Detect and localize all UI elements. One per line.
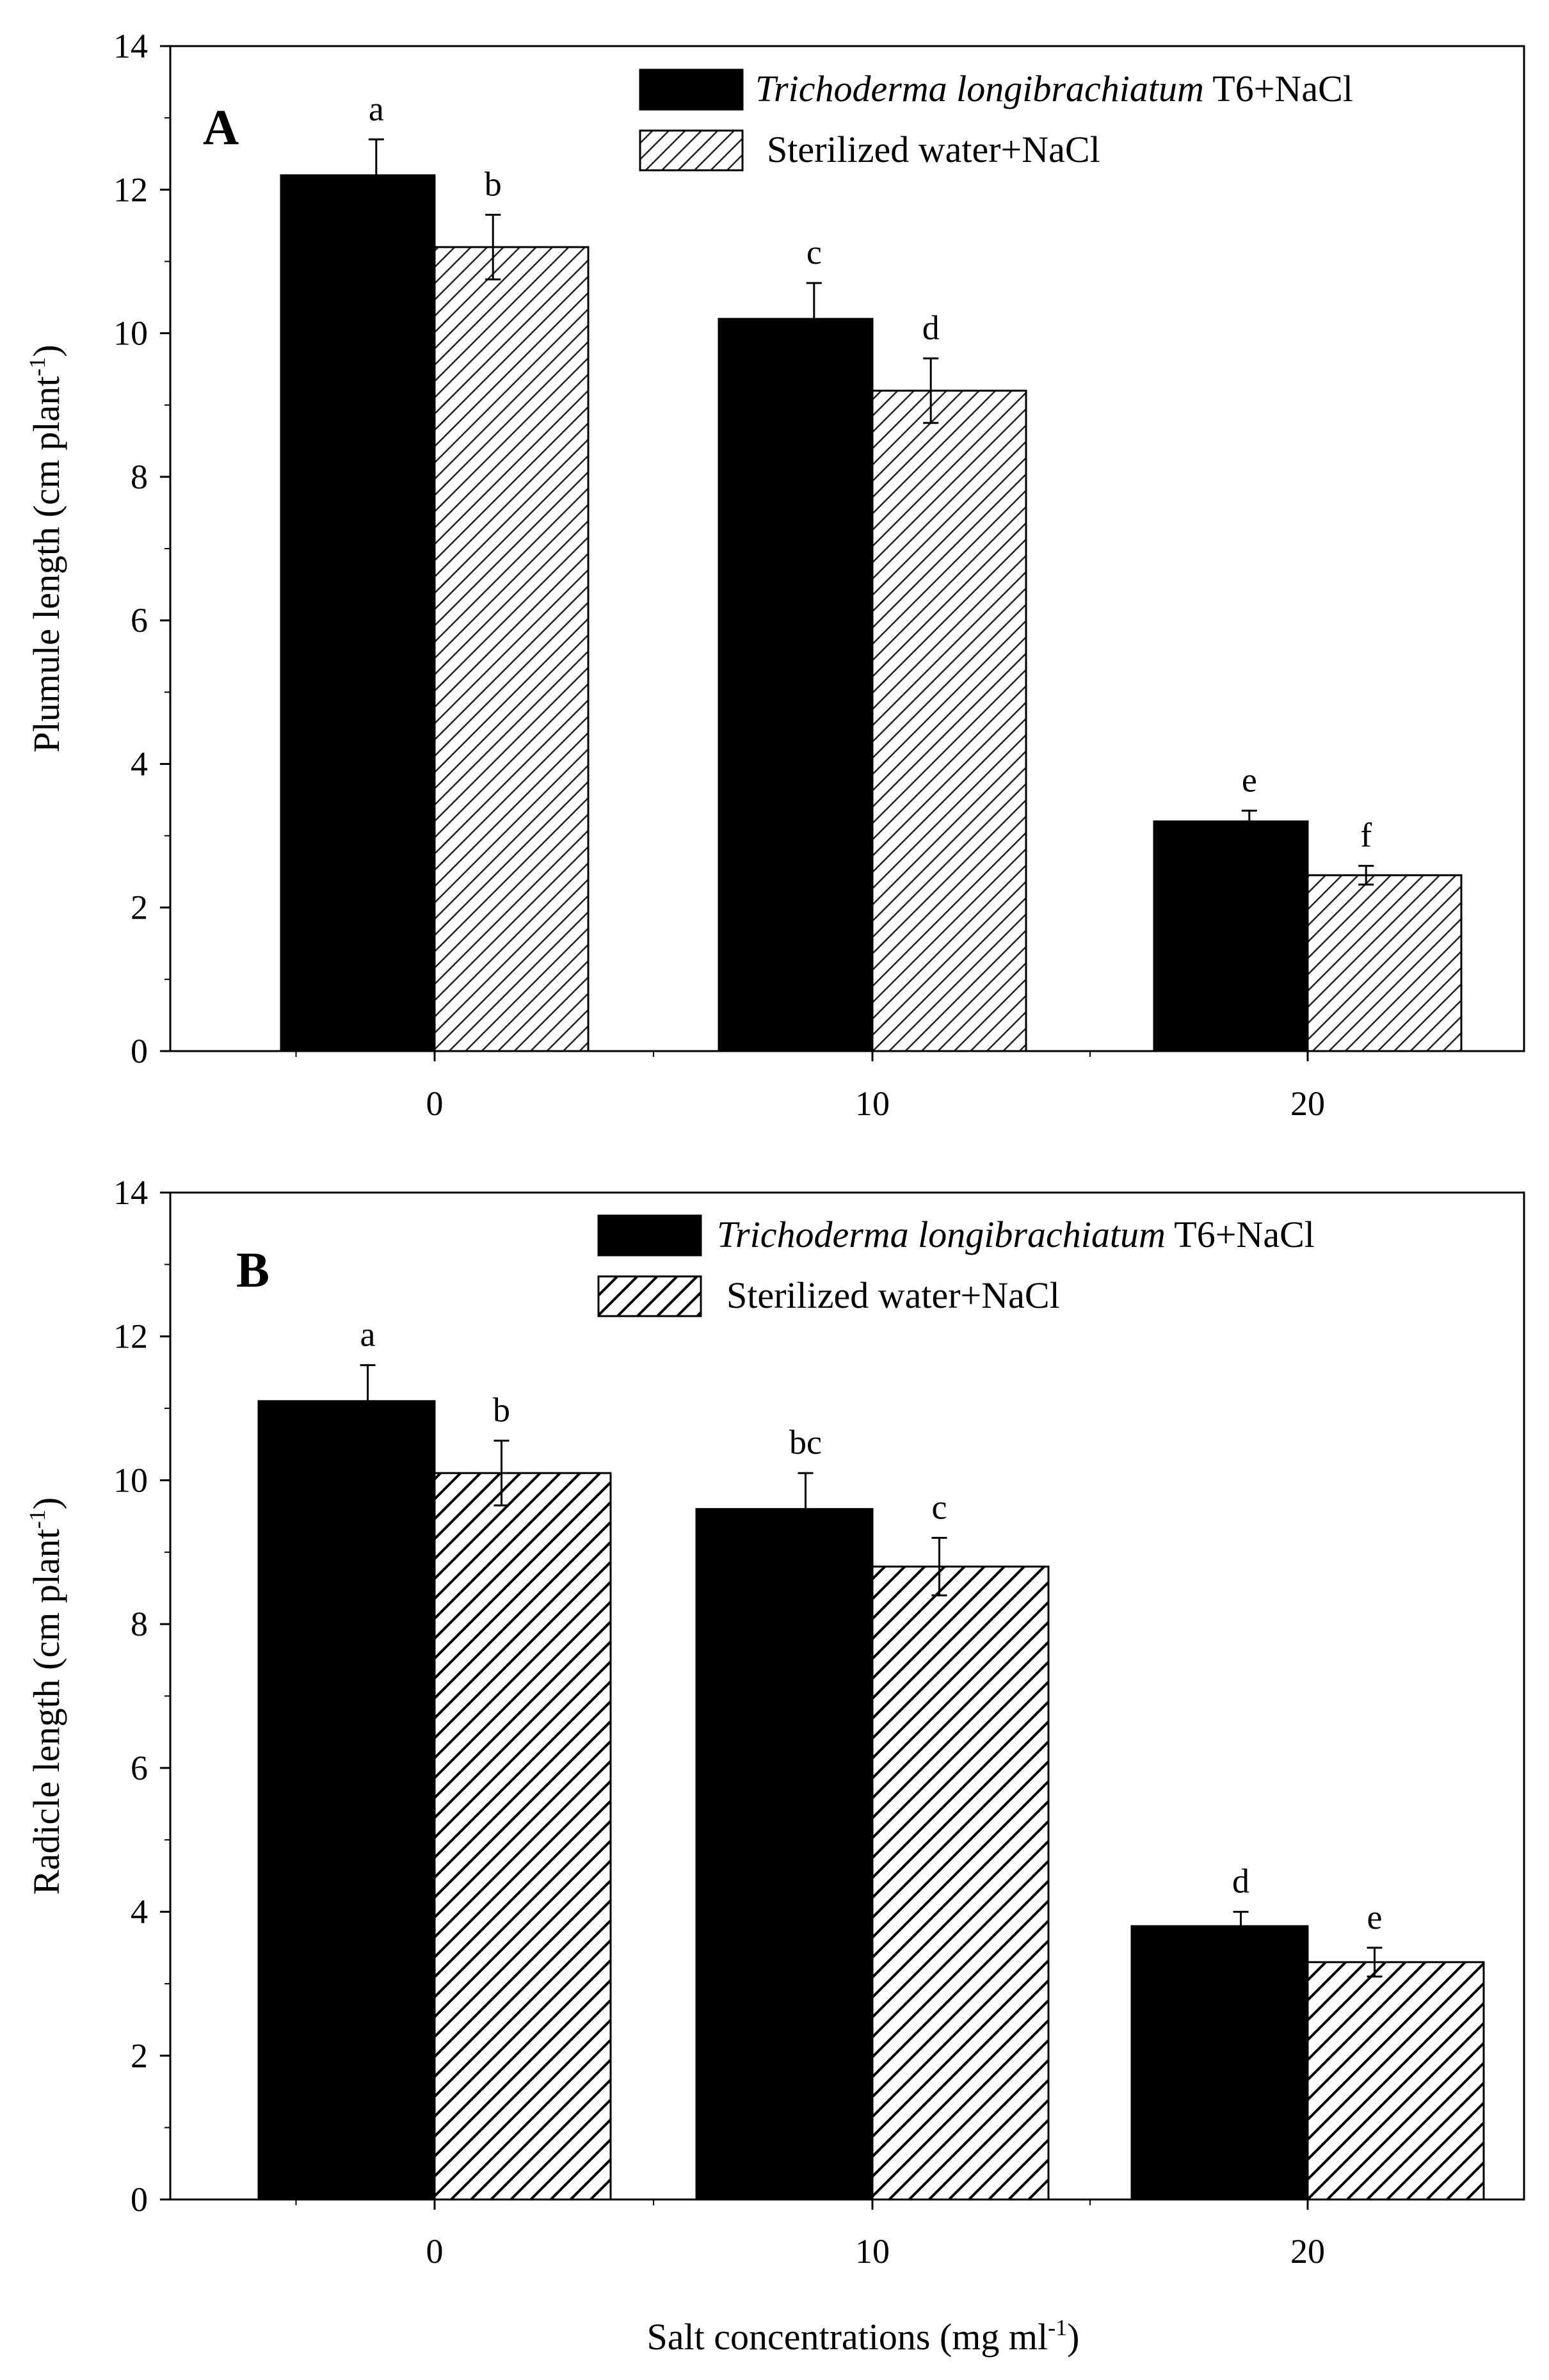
y-tick-label: 6 [131, 601, 148, 639]
legend-swatch-treatment [597, 1214, 702, 1257]
bar-a-s2-20 [1306, 874, 1463, 1052]
y-tick-label: 12 [113, 1317, 148, 1356]
legend-swatch-control [639, 129, 744, 172]
legend-swatch-treatment [639, 68, 744, 111]
x-tick-label: 20 [1290, 1084, 1325, 1123]
legend-swatch-control [597, 1275, 702, 1317]
significance-label: a [369, 90, 384, 128]
y-tick-label: 2 [131, 888, 148, 927]
x-tick-label: 10 [855, 1084, 890, 1123]
error-bar-b-s1-10 [798, 1472, 814, 1547]
y-tick-label: 4 [131, 744, 148, 783]
significance-label: a [360, 1315, 376, 1354]
significance-label: c [932, 1488, 947, 1526]
bar-b-s1-0 [257, 1400, 436, 2201]
y-tick-label: 8 [131, 1605, 148, 1643]
error-bar-a-s2-10 [923, 357, 939, 424]
error-bar-a-s2-20 [1358, 865, 1374, 886]
significance-label: f [1360, 816, 1372, 855]
y-tick-label: 4 [131, 1893, 148, 1931]
x-axis-label: Salt concentrations (mg ml-1) [647, 2315, 1080, 2358]
error-bar-b-s2-0 [494, 1440, 510, 1507]
bar-b-s1-10 [695, 1508, 874, 2201]
y-axis-label: Radicle length (cm plant-1) [24, 1497, 67, 1895]
panel-a: a b c d e f 0 2 4 6 8 10 12 14 0 10 20 Plumule length (cm… [24, 27, 1525, 1123]
y-tick-label: 0 [131, 2180, 148, 2219]
y-tick-label: 10 [113, 1461, 148, 1499]
significance-label: e [1242, 760, 1257, 799]
x-tick-label: 0 [426, 2232, 444, 2271]
bar-a-s1-20 [1153, 820, 1309, 1052]
panel-b: a b bc c d e 0 2 4 6 8 10 12 14 0 10 20 Radicle length (c… [24, 1173, 1525, 2358]
bar-a-s1-0 [280, 174, 436, 1052]
bar-b-s2-10 [871, 1565, 1050, 2201]
legend-label-treatment: Trichoderma longibrachiatum T6+NaCl [755, 68, 1353, 109]
error-bar-a-s1-20 [1241, 809, 1257, 833]
y-tick-label: 2 [131, 2036, 148, 2075]
y-axis-label: Plumule length (cm plant-1) [24, 344, 67, 752]
x-tick-label: 0 [426, 1084, 444, 1123]
legend: Trichoderma longibrachiatum T6+NaCl Steri… [639, 68, 1353, 172]
bar-b-s1-20 [1130, 1925, 1309, 2201]
legend-label-control: Sterilized water+NaCl [767, 129, 1100, 170]
bar-a-s2-10 [871, 389, 1027, 1052]
y-tick-label: 10 [113, 314, 148, 353]
x-tick-label: 20 [1290, 2232, 1325, 2271]
bar-b-s2-20 [1306, 1961, 1485, 2201]
panel-label: A [203, 99, 239, 155]
error-bar-b-s2-10 [931, 1536, 947, 1596]
y-tick-label: 12 [113, 170, 148, 209]
x-tick-label: 10 [855, 2232, 890, 2271]
error-bar-a-s2-0 [485, 214, 501, 280]
bar-b-s2-0 [433, 1472, 612, 2201]
bar-a-s1-10 [718, 318, 874, 1052]
legend-label-treatment: Trichoderma longibrachiatum T6+NaCl [717, 1214, 1315, 1255]
error-bar-a-s1-10 [806, 282, 822, 356]
error-bar-a-s1-0 [368, 138, 384, 213]
significance-label: d [922, 309, 940, 347]
legend: Trichoderma longibrachiatum T6+NaCl Steri… [597, 1214, 1315, 1317]
y-tick-label: 14 [113, 27, 148, 65]
significance-label: d [1232, 1862, 1249, 1901]
significance-label: bc [789, 1423, 822, 1461]
error-bar-b-s1-0 [360, 1364, 376, 1438]
y-tick-label: 6 [131, 1749, 148, 1787]
bar-a-s2-0 [433, 246, 590, 1052]
significance-label: e [1367, 1898, 1383, 1936]
error-bar-b-s2-20 [1367, 1947, 1383, 1978]
y-tick-label: 14 [113, 1173, 148, 1212]
legend-label-control: Sterilized water+NaCl [726, 1274, 1060, 1316]
significance-label: c [807, 233, 822, 271]
panel-label: B [236, 1242, 269, 1298]
error-bar-b-s1-20 [1233, 1911, 1249, 1942]
y-tick-label: 0 [131, 1032, 148, 1070]
significance-label: b [493, 1391, 510, 1429]
y-tick-label: 8 [131, 458, 148, 496]
significance-label: b [485, 165, 502, 204]
